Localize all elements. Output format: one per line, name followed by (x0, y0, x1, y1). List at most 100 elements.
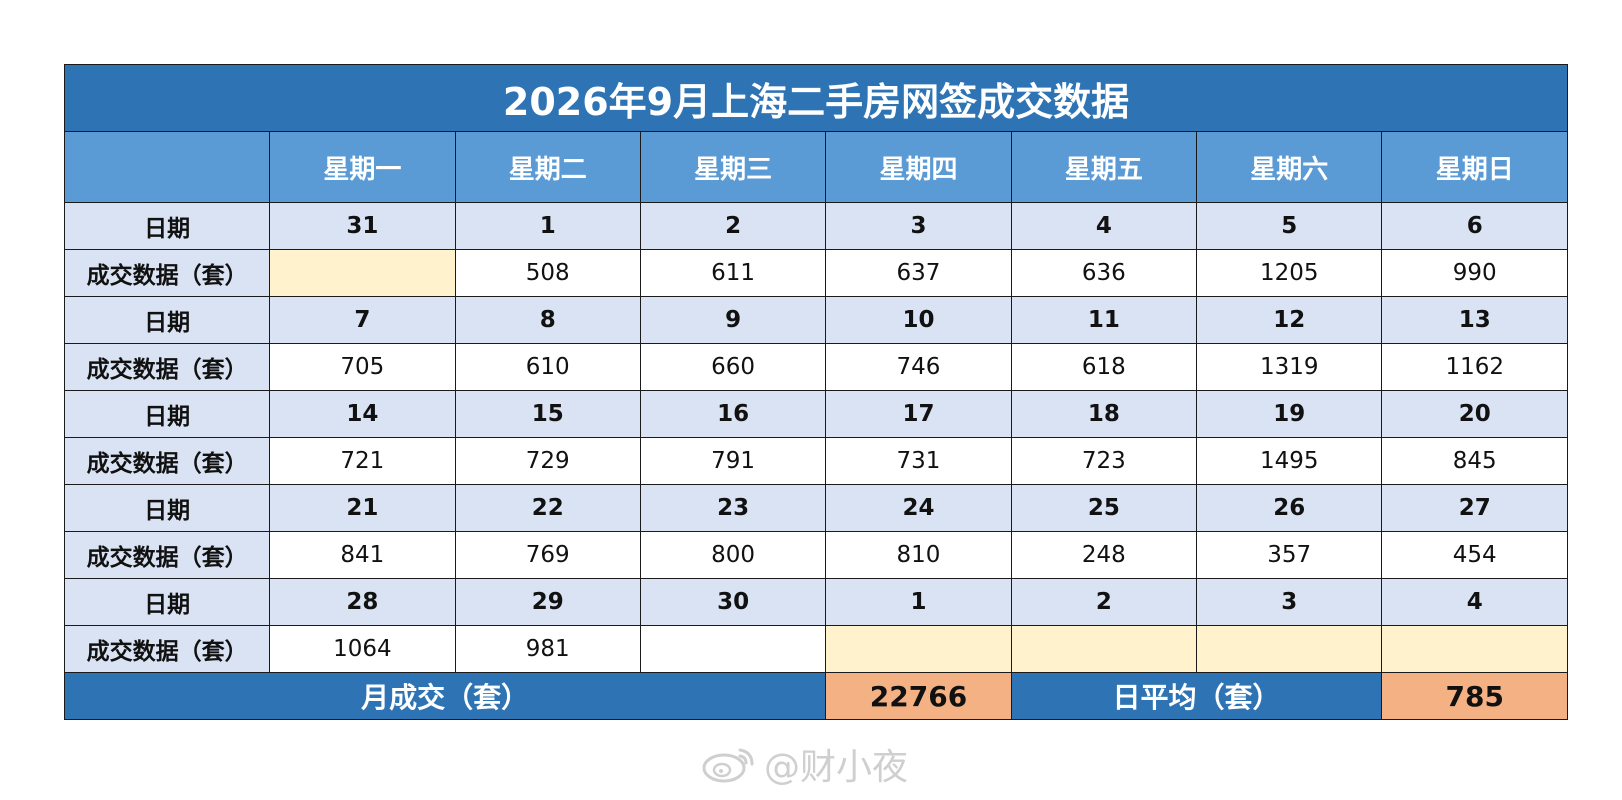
deal-cell (269, 249, 456, 297)
date-cell: 1 (454, 202, 641, 250)
deal-cell: 800 (639, 531, 827, 579)
deal-row-label: 成交数据（套） (63, 343, 271, 391)
summary-row: 月成交（套） 22766 日平均（套） 785 (63, 672, 1568, 720)
weekday-header: 星期日 (1381, 131, 1568, 203)
deal-cell: 746 (825, 343, 1012, 391)
daily-average-value: 785 (1381, 672, 1568, 720)
weekday-header-row: 星期一 星期二 星期三 星期四 星期五 星期六 星期日 (63, 131, 1568, 203)
title-row: 2026年9月上海二手房网签成交数据 (64, 64, 1568, 132)
deal-row-label: 成交数据（套） (63, 531, 271, 579)
date-row: 日期 14 15 16 17 18 19 20 (63, 390, 1568, 438)
date-cell: 10 (825, 296, 1012, 344)
date-cell: 23 (639, 484, 827, 532)
date-cell: 26 (1196, 484, 1383, 532)
deal-row-label: 成交数据（套） (63, 249, 271, 297)
deal-cell: 636 (1010, 249, 1198, 297)
date-cell: 1 (825, 578, 1012, 626)
weekday-header: 星期一 (269, 131, 456, 203)
date-row: 日期 7 8 9 10 11 12 13 (63, 296, 1568, 344)
deal-cell: 841 (269, 531, 456, 579)
deal-cell (639, 625, 827, 673)
date-cell: 11 (1010, 296, 1198, 344)
weekday-header: 星期五 (1010, 131, 1198, 203)
date-cell: 29 (454, 578, 641, 626)
deal-cell: 729 (454, 437, 641, 485)
deal-cell: 618 (1010, 343, 1198, 391)
date-cell: 5 (1196, 202, 1383, 250)
deal-cell: 845 (1381, 437, 1568, 485)
deal-cell: 721 (269, 437, 456, 485)
deal-row-label: 成交数据（套） (63, 625, 271, 673)
date-cell: 27 (1381, 484, 1568, 532)
date-cell: 24 (825, 484, 1012, 532)
monthly-total-label: 月成交（套） (63, 672, 827, 720)
date-cell: 30 (639, 578, 827, 626)
deal-cell: 769 (454, 531, 641, 579)
deal-cell: 1495 (1196, 437, 1383, 485)
date-cell: 28 (269, 578, 456, 626)
date-cell: 7 (269, 296, 456, 344)
watermark: @财小夜 (700, 742, 908, 788)
corner-cell (63, 131, 271, 203)
deal-cell: 810 (825, 531, 1012, 579)
deal-row: 成交数据（套） 721 729 791 731 723 1495 845 (63, 437, 1568, 485)
deal-cell (1010, 625, 1198, 673)
date-cell: 16 (639, 390, 827, 438)
date-cell: 9 (639, 296, 827, 344)
monthly-total-value: 22766 (825, 672, 1012, 720)
deal-cell (1381, 625, 1568, 673)
deal-cell: 705 (269, 343, 456, 391)
date-cell: 19 (1196, 390, 1383, 438)
deal-cell (825, 625, 1012, 673)
weekday-header: 星期三 (639, 131, 827, 203)
weekday-header: 星期二 (454, 131, 641, 203)
deal-cell: 731 (825, 437, 1012, 485)
deal-cell: 357 (1196, 531, 1383, 579)
deal-cell: 1205 (1196, 249, 1383, 297)
deal-row-label: 成交数据（套） (63, 437, 271, 485)
data-table: 2026年9月上海二手房网签成交数据 星期一 星期二 星期三 星期四 星期五 星期六 星期日… (63, 64, 1568, 720)
date-row-label: 日期 (63, 296, 271, 344)
deal-row: 成交数据（套） 508 611 637 636 1205 990 (63, 249, 1568, 297)
date-cell: 3 (825, 202, 1012, 250)
date-row: 日期 21 22 23 24 25 26 27 (63, 484, 1568, 532)
deal-cell: 981 (454, 625, 641, 673)
deal-cell: 1319 (1196, 343, 1383, 391)
weekday-header: 星期六 (1196, 131, 1383, 203)
date-cell: 15 (454, 390, 641, 438)
date-cell: 2 (1010, 578, 1198, 626)
table-body: 2026年9月上海二手房网签成交数据 星期一 星期二 星期三 星期四 星期五 星期六 星期日… (63, 64, 1568, 720)
deal-cell: 990 (1381, 249, 1568, 297)
date-cell: 14 (269, 390, 456, 438)
date-cell: 31 (269, 202, 456, 250)
deal-cell: 1064 (269, 625, 456, 673)
deal-cell (1196, 625, 1383, 673)
weibo-icon (702, 748, 754, 783)
date-cell: 3 (1196, 578, 1383, 626)
deal-cell: 660 (639, 343, 827, 391)
deal-row: 成交数据（套） 705 610 660 746 618 1319 1162 (63, 343, 1568, 391)
deal-row: 成交数据（套） 1064 981 (63, 625, 1568, 673)
date-cell: 25 (1010, 484, 1198, 532)
date-cell: 20 (1381, 390, 1568, 438)
deal-cell: 611 (639, 249, 827, 297)
date-cell: 4 (1381, 578, 1568, 626)
deal-row: 成交数据（套） 841 769 800 810 248 357 454 (63, 531, 1568, 579)
weekday-header: 星期四 (825, 131, 1012, 203)
deal-cell: 508 (454, 249, 641, 297)
date-row-label: 日期 (63, 578, 271, 626)
watermark-text: @财小夜 (764, 747, 909, 788)
date-cell: 21 (269, 484, 456, 532)
deal-cell: 610 (454, 343, 641, 391)
deal-cell: 248 (1010, 531, 1198, 579)
date-cell: 12 (1196, 296, 1383, 344)
deal-cell: 723 (1010, 437, 1198, 485)
date-row: 日期 31 1 2 3 4 5 6 (63, 202, 1568, 250)
date-cell: 8 (454, 296, 641, 344)
deal-cell: 637 (825, 249, 1012, 297)
date-cell: 2 (639, 202, 827, 250)
date-cell: 4 (1010, 202, 1198, 250)
date-row-label: 日期 (63, 484, 271, 532)
date-row-label: 日期 (63, 390, 271, 438)
date-row-label: 日期 (63, 202, 271, 250)
